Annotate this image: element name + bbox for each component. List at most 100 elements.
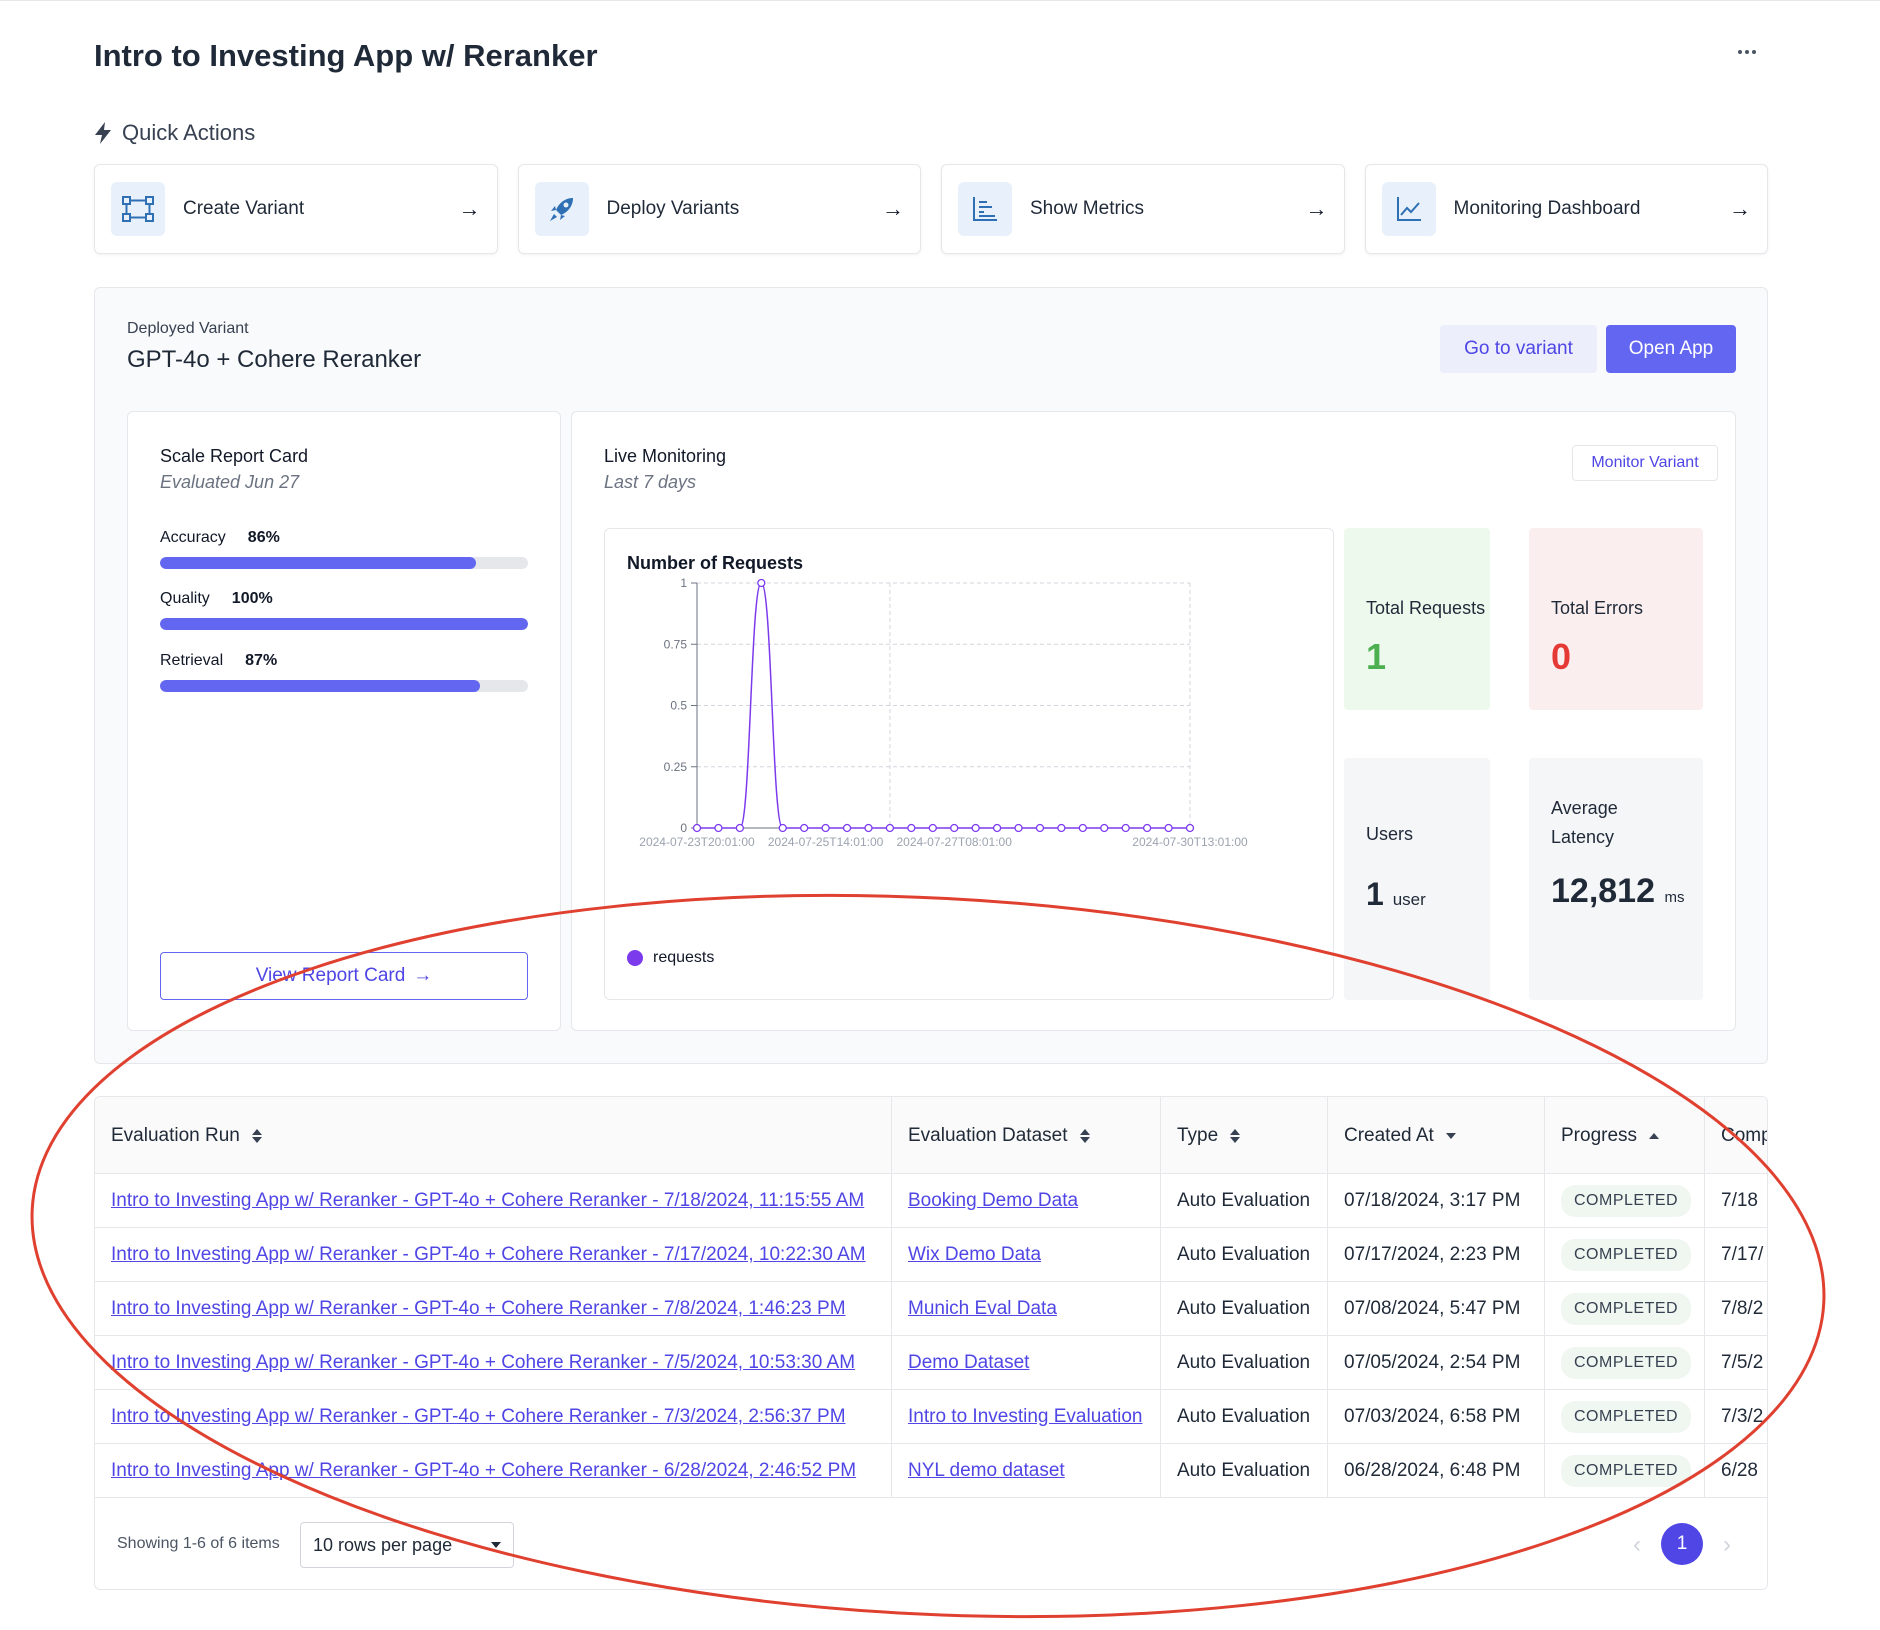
table-cell: Intro to Investing App w/ Reranker - GPT… [95,1336,892,1390]
data-point[interactable] [1100,823,1109,833]
y-tick-label: 0 [680,821,687,835]
column-header-created-at[interactable]: Created At [1328,1097,1545,1174]
evaluation-run-link[interactable]: Intro to Investing App w/ Reranker - GPT… [111,1298,846,1319]
create-variant-label: Create Variant [183,198,305,219]
evaluation-dataset-link[interactable]: NYL demo dataset [908,1460,1065,1481]
table-cell: Intro to Investing Evaluation [892,1390,1161,1444]
created-at-cell: 07/08/2024, 5:47 PM [1344,1298,1521,1319]
flow-icon [111,182,165,236]
column-header-evaluation-run[interactable]: Evaluation Run [95,1097,892,1174]
bar-list-icon [958,182,1012,236]
data-point[interactable] [1035,823,1045,833]
chart-legend[interactable]: requests [627,949,714,967]
page-number-button[interactable]: 1 [1661,1523,1703,1565]
data-point[interactable] [992,823,1002,833]
table-cell: 07/08/2024, 5:47 PM [1328,1282,1545,1336]
data-point[interactable] [950,823,959,833]
status-badge: COMPLETED [1561,1401,1692,1433]
column-header-evaluation-dataset[interactable]: Evaluation Dataset [892,1097,1161,1174]
table-cell: Intro to Investing App w/ Reranker - GPT… [95,1444,892,1498]
sort-desc-icon[interactable] [1445,1132,1456,1139]
table-cell: 07/03/2024, 6:58 PM [1328,1390,1545,1444]
data-point[interactable] [1185,823,1195,833]
quick-actions-label: Quick Actions [122,120,256,145]
y-tick-label: 0.75 [664,637,688,651]
data-point[interactable] [885,823,895,833]
rows-per-page-select[interactable]: 10 rows per page [300,1522,514,1568]
column-label: Evaluation Dataset [908,1124,1068,1146]
data-point[interactable] [1057,823,1066,833]
sort-icon[interactable] [1079,1128,1090,1143]
show-metrics-card[interactable]: Show Metrics → [941,164,1345,254]
more-options-icon[interactable] [1735,40,1759,64]
open-app-button[interactable]: Open App [1606,325,1736,373]
metric-accuracy: Accuracy 86% [160,529,528,569]
data-point[interactable] [1121,823,1130,833]
create-variant-card[interactable]: Create Variant → [94,164,498,254]
sort-icon[interactable] [1230,1128,1241,1143]
column-label: Progress [1561,1124,1638,1146]
table-cell: Intro to Investing App w/ Reranker - GPT… [95,1282,892,1336]
deploy-variants-label: Deploy Variants [606,198,740,219]
monitor-variant-button[interactable]: Monitor Variant [1572,445,1718,481]
evaluation-run-link[interactable]: Intro to Investing App w/ Reranker - GPT… [111,1352,856,1373]
evaluation-dataset-link[interactable]: Wix Demo Data [908,1244,1042,1265]
previous-page-icon[interactable]: ‹ [1633,1531,1641,1558]
arrow-right-icon: → [1305,196,1328,221]
data-point[interactable] [692,823,702,833]
view-report-card-button[interactable]: View Report Card → [160,952,528,1000]
data-point[interactable] [1078,823,1087,833]
latency-value: 12,812 [1551,872,1655,910]
column-header-completed[interactable]: Comp [1705,1097,1768,1174]
monitoring-dashboard-card[interactable]: Monitoring Dashboard → [1364,164,1768,254]
evaluation-run-link[interactable]: Intro to Investing App w/ Reranker - GPT… [111,1190,865,1211]
data-point[interactable] [778,823,787,833]
deploy-variants-card[interactable]: Deploy Variants → [517,164,921,254]
live-monitoring-title: Live Monitoring [604,446,727,466]
status-badge: COMPLETED [1561,1239,1692,1271]
chart-title: Number of Requests [627,553,804,573]
data-point[interactable] [757,578,766,588]
next-page-icon[interactable]: › [1723,1531,1731,1558]
evaluation-dataset-link[interactable]: Demo Dataset [908,1352,1030,1373]
completed-at-cell: 7/17/ [1721,1244,1764,1265]
data-point[interactable] [821,823,830,833]
evaluation-dataset-link[interactable]: Intro to Investing Evaluation [908,1406,1143,1427]
data-point[interactable] [1164,823,1173,833]
completed-at-cell: 6/28 [1721,1460,1758,1481]
latency-unit: ms [1664,889,1685,906]
evaluation-dataset-link[interactable]: Booking Demo Data [908,1190,1079,1211]
table-row: Intro to Investing App w/ Reranker - GPT… [95,1336,1767,1390]
data-point[interactable] [864,823,873,833]
evaluation-run-link[interactable]: Intro to Investing App w/ Reranker - GPT… [111,1244,866,1265]
data-point[interactable] [1142,823,1152,833]
go-to-variant-button[interactable]: Go to variant [1440,325,1597,373]
data-point[interactable] [800,823,809,833]
table-row: Intro to Investing App w/ Reranker - GPT… [95,1390,1767,1444]
data-point[interactable] [928,823,937,833]
data-point[interactable] [907,823,916,833]
data-point[interactable] [842,823,852,833]
evaluation-run-link[interactable]: Intro to Investing App w/ Reranker - GPT… [111,1460,857,1481]
page-title: Intro to Investing App w/ Reranker [94,38,598,73]
deployed-variant-panel: Deployed Variant GPT-4o + Cohere Reranke… [94,287,1768,1064]
data-point[interactable] [1014,823,1023,833]
column-header-type[interactable]: Type [1161,1097,1328,1174]
table-row: Intro to Investing App w/ Reranker - GPT… [95,1174,1767,1228]
table-cell: COMPLETED [1545,1444,1705,1498]
sort-asc-icon[interactable] [1649,1132,1660,1139]
column-label: Comp [1721,1124,1768,1146]
sort-icon[interactable] [251,1128,262,1143]
evaluation-run-link[interactable]: Intro to Investing App w/ Reranker - GPT… [111,1406,846,1427]
type-cell: Auto Evaluation [1177,1460,1311,1481]
column-label: Created At [1344,1124,1434,1146]
column-label: Evaluation Run [111,1124,240,1146]
table-cell: Booking Demo Data [892,1174,1161,1228]
evaluation-dataset-link[interactable]: Munich Eval Data [908,1298,1057,1319]
table-row: Intro to Investing App w/ Reranker - GPT… [95,1282,1767,1336]
data-point[interactable] [714,823,723,833]
data-point[interactable] [971,823,980,833]
column-header-progress[interactable]: Progress [1545,1097,1705,1174]
table-cell: Auto Evaluation [1161,1390,1328,1444]
data-point[interactable] [735,823,745,833]
